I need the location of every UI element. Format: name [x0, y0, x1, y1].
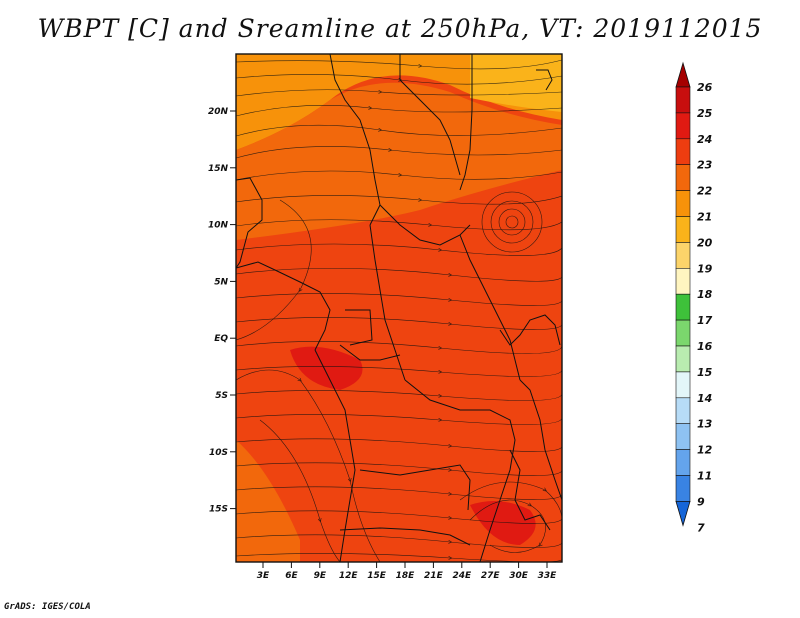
lon-label: 15E	[367, 571, 387, 581]
grads-credit: GrADS: IGES/COLA	[4, 602, 91, 612]
colorbar-label: 18	[697, 288, 713, 301]
lon-label: 18E	[396, 571, 416, 581]
lon-label: 24E	[452, 571, 472, 581]
lon-label: 33E	[538, 571, 558, 581]
colorbar-bottom-arrow	[675, 501, 691, 527]
lat-label: 10N	[208, 221, 229, 231]
latitude-axis: 20N 15N 10N 5N EQ 5S 10S 15S	[208, 107, 236, 515]
lat-label: 20N	[208, 107, 229, 117]
colorbar-segment	[675, 475, 691, 502]
mid-zone-southwest	[236, 440, 300, 562]
colorbar-top-arrow	[675, 61, 691, 88]
colorbar-label: 15	[697, 366, 713, 379]
colorbar-segment	[675, 345, 691, 373]
lon-label: 6E	[285, 571, 298, 581]
mid-zone-north	[236, 82, 562, 240]
colorbar-segment	[675, 112, 691, 140]
colorbar-label: 14	[697, 392, 712, 405]
colorbar-label: 7	[697, 521, 705, 534]
colorbar-segment	[675, 267, 691, 295]
colorbar-segment	[675, 397, 691, 424]
lon-label: 27E	[481, 571, 501, 581]
colorbar-label: 22	[697, 185, 713, 198]
colorbar-segment	[675, 190, 691, 217]
colorbar-segment	[675, 138, 691, 166]
lat-label: 15S	[209, 505, 228, 515]
lat-label: 5N	[214, 277, 228, 287]
longitude-axis: 3E 6E 9E 12E 15E 18E 21E 24E 27E 30E 33E	[257, 562, 557, 581]
lon-label: 21E	[424, 571, 444, 581]
colorbar-label: 24	[697, 133, 712, 146]
colorbar: 26 25 24 23 22 21 20 19 18 17 16 15 14 13 12 11 9 7	[675, 61, 713, 534]
colorbar-segment	[675, 242, 691, 269]
map-title: WBPT [C] and Sreamline at 250hPa, VT: 20…	[37, 14, 763, 43]
colorbar-label: 23	[697, 159, 713, 172]
colorbar-label: 17	[697, 314, 713, 327]
lat-label: 10S	[209, 448, 228, 458]
colorbar-segment	[675, 86, 691, 114]
colorbar-label: 19	[697, 262, 713, 275]
colorbar-label: 12	[697, 444, 713, 457]
colorbar-label: 9	[697, 495, 705, 508]
warm-patch-south	[470, 501, 536, 545]
colorbar-segment	[675, 449, 691, 476]
lat-label: EQ	[214, 334, 228, 344]
streamlines	[236, 59, 562, 562]
colorbar-label: 11	[697, 470, 712, 483]
lat-label: 5S	[215, 391, 228, 401]
colorbar-label: 13	[697, 418, 713, 431]
colorbar-label: 26	[697, 81, 713, 94]
colorbar-label: 16	[697, 340, 713, 353]
map-frame	[235, 53, 563, 563]
colorbar-segment	[675, 293, 691, 321]
colorbar-segment	[675, 319, 691, 347]
colorbar-label: 20	[697, 236, 713, 249]
colorbar-segment	[675, 216, 691, 243]
colorbar-segment	[675, 423, 691, 450]
colorbar-label: 21	[697, 211, 712, 224]
lon-label: 9E	[314, 571, 327, 581]
lat-label: 15N	[208, 164, 229, 174]
colorbar-label: 25	[697, 107, 713, 120]
country-borders	[236, 54, 562, 562]
lon-label: 30E	[509, 571, 529, 581]
colorbar-segment	[675, 371, 691, 399]
lon-label: 3E	[257, 571, 270, 581]
colorbar-segment	[675, 164, 691, 191]
lon-label: 12E	[339, 571, 359, 581]
